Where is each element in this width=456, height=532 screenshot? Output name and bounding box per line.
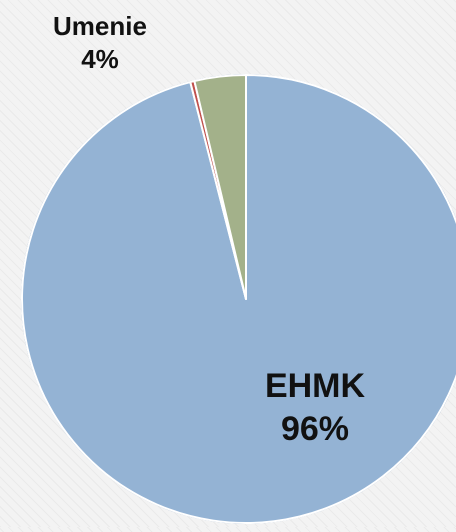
pie-slice-ehmk: [21, 74, 456, 524]
data-label-umenie-name: Umenie: [53, 11, 147, 41]
data-label-ehmk-name: EHMK: [264, 367, 366, 405]
data-label-ehmk: EHMK 96%: [235, 365, 395, 450]
data-label-ehmk-percent: 96%: [280, 409, 350, 448]
data-label-umenie: Umenie 4%: [20, 10, 180, 75]
data-label-umenie-percent: 4%: [81, 43, 119, 74]
pie-slice-umenie: [193, 74, 247, 300]
